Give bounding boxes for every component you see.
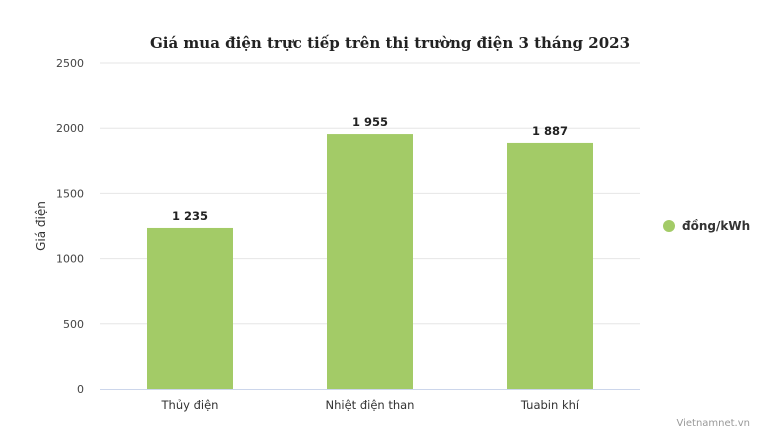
legend-item-label: đồng/kWh bbox=[682, 219, 750, 233]
y-axis-ticks: 0 500 1000 1500 2000 2500 bbox=[56, 57, 84, 396]
bars bbox=[147, 134, 593, 389]
x-tick-label: Nhiệt điện than bbox=[326, 398, 415, 412]
data-labels: 1 235 1 955 1 887 bbox=[172, 115, 568, 223]
y-tick-label: 1000 bbox=[56, 253, 84, 266]
bar[interactable] bbox=[327, 134, 413, 389]
y-tick-label: 1500 bbox=[56, 187, 84, 200]
y-axis-label: Giá điện bbox=[34, 201, 48, 251]
x-tick-label: Tuabin khí bbox=[520, 398, 580, 412]
chart-title: Giá mua điện trực tiếp trên thị trường đ… bbox=[150, 34, 630, 52]
data-label: 1 235 bbox=[172, 209, 208, 223]
y-tick-label: 2000 bbox=[56, 122, 84, 135]
y-tick-label: 500 bbox=[63, 318, 84, 331]
data-label: 1 887 bbox=[532, 124, 568, 138]
legend[interactable]: đồng/kWh bbox=[663, 219, 750, 233]
y-tick-label: 0 bbox=[77, 383, 84, 396]
source-credit: Vietnamnet.vn bbox=[676, 418, 750, 429]
legend-marker bbox=[663, 220, 675, 232]
x-tick-label: Thủy điện bbox=[161, 398, 219, 412]
bar[interactable] bbox=[147, 227, 233, 389]
data-label: 1 955 bbox=[352, 115, 388, 129]
y-tick-label: 2500 bbox=[56, 57, 84, 70]
bar[interactable] bbox=[507, 142, 593, 389]
x-axis-categories: Thủy điện Nhiệt điện than Tuabin khí bbox=[161, 398, 580, 412]
